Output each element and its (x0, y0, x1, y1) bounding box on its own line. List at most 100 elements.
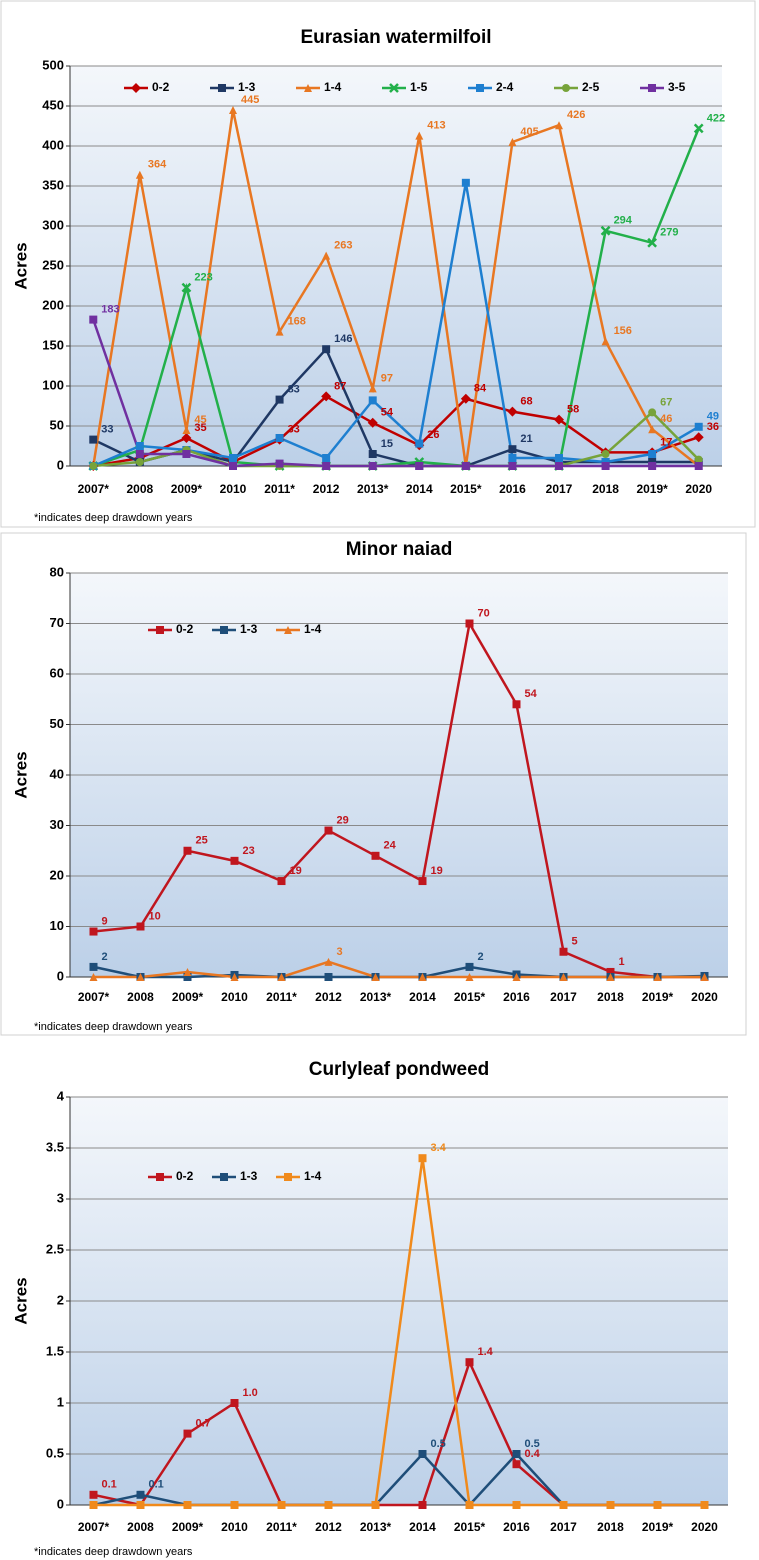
y-tick-label: 200 (42, 297, 64, 312)
data-label: 364 (148, 159, 167, 171)
data-label: 3 (337, 946, 343, 958)
marker (418, 973, 427, 981)
footnote: *indicates deep drawdown years (34, 1021, 193, 1033)
marker (418, 1154, 427, 1163)
y-tick-label: 0.5 (46, 1445, 64, 1460)
x-tick-label: 2009* (171, 482, 203, 496)
data-label: 2 (478, 951, 484, 963)
x-tick-label: 2015* (450, 482, 482, 496)
x-tick-label: 2018 (597, 990, 624, 1004)
x-tick-label: 2008 (127, 1520, 154, 1534)
y-axis-label: Acres (11, 1277, 30, 1324)
data-label: 183 (101, 304, 119, 316)
series-line (92, 109, 700, 467)
marker (508, 138, 517, 146)
marker (700, 1501, 709, 1509)
marker (89, 462, 98, 470)
marker (277, 973, 286, 981)
y-tick-label: 0 (57, 457, 64, 472)
x-tick-label: 2014 (406, 482, 433, 496)
marker (183, 1501, 192, 1509)
marker (183, 967, 192, 976)
legend-label: 0-2 (176, 1169, 194, 1183)
y-tick-label: 2 (57, 1292, 64, 1307)
data-label: 97 (381, 372, 393, 384)
y-axis-label: Acres (11, 751, 30, 798)
data-label: 1.0 (243, 1387, 258, 1399)
marker (461, 462, 470, 470)
data-label: 10 (149, 910, 161, 922)
legend-marker (131, 83, 141, 93)
data-label: 49 (707, 411, 719, 423)
x-tick-label: 2011* (264, 482, 295, 496)
marker (275, 459, 284, 468)
data-label: 21 (520, 433, 532, 445)
marker (324, 973, 333, 981)
x-tick-label: 2015* (454, 990, 486, 1004)
y-tick-label: 20 (50, 867, 64, 882)
data-label: 70 (478, 607, 490, 619)
y-tick-label: 150 (42, 337, 64, 352)
data-label: 405 (520, 126, 538, 138)
y-tick-label: 0 (57, 1496, 64, 1511)
y-tick-label: 0 (57, 968, 64, 983)
marker (512, 1450, 521, 1458)
x-tick-label: 2019* (642, 1520, 674, 1534)
marker (230, 1399, 239, 1407)
marker (648, 425, 657, 434)
x-tick-label: 2010 (220, 482, 247, 496)
legend-marker (648, 84, 656, 92)
marker (230, 1501, 239, 1509)
marker (559, 947, 568, 956)
series-line (93, 394, 700, 468)
data-label: 1.4 (478, 1346, 494, 1358)
series-line (92, 182, 700, 468)
data-label: 29 (337, 814, 349, 826)
x-tick-label: 2011* (266, 990, 297, 1004)
legend-label: 2-5 (582, 80, 600, 94)
legend-label: 1-3 (240, 622, 258, 636)
legend-label: 3-5 (668, 80, 686, 94)
data-label: 68 (520, 396, 532, 408)
data-label: 84 (474, 383, 487, 395)
marker (554, 414, 564, 425)
marker (136, 973, 145, 981)
series-line (93, 619, 705, 979)
x-tick-label: 2013* (360, 1520, 392, 1534)
marker (324, 957, 333, 966)
legend-label: 0-2 (176, 622, 194, 636)
legend-marker (562, 84, 570, 92)
y-tick-label: 80 (50, 564, 64, 579)
marker (322, 462, 331, 470)
marker (512, 1460, 521, 1469)
x-tick-label: 2007* (78, 482, 110, 496)
data-label: 279 (660, 227, 678, 239)
marker (600, 225, 611, 236)
marker (322, 345, 331, 354)
marker (277, 877, 286, 886)
y-tick-label: 30 (50, 817, 64, 832)
x-tick-label: 2020 (685, 482, 712, 496)
x-tick-label: 2012 (313, 482, 340, 496)
legend-label: 2-4 (496, 80, 514, 94)
data-label: 1 (619, 956, 625, 968)
marker (559, 973, 568, 981)
series-line (93, 1158, 705, 1507)
marker (512, 973, 521, 981)
y-tick-label: 450 (42, 97, 64, 112)
marker (183, 973, 192, 981)
marker (135, 170, 144, 179)
marker (181, 433, 192, 443)
legend-label: 1-4 (304, 1169, 322, 1183)
x-tick-label: 2008 (127, 482, 154, 496)
data-label: 19 (290, 865, 302, 877)
x-tick-label: 2010 (221, 990, 248, 1004)
marker (371, 851, 380, 860)
marker (322, 454, 331, 462)
marker (371, 1501, 380, 1509)
legend-label: 1-4 (304, 622, 322, 636)
marker (653, 1501, 662, 1509)
marker (465, 962, 474, 971)
y-tick-label: 350 (42, 177, 64, 192)
chart-title: Curlyleaf pondweed (309, 1059, 490, 1080)
